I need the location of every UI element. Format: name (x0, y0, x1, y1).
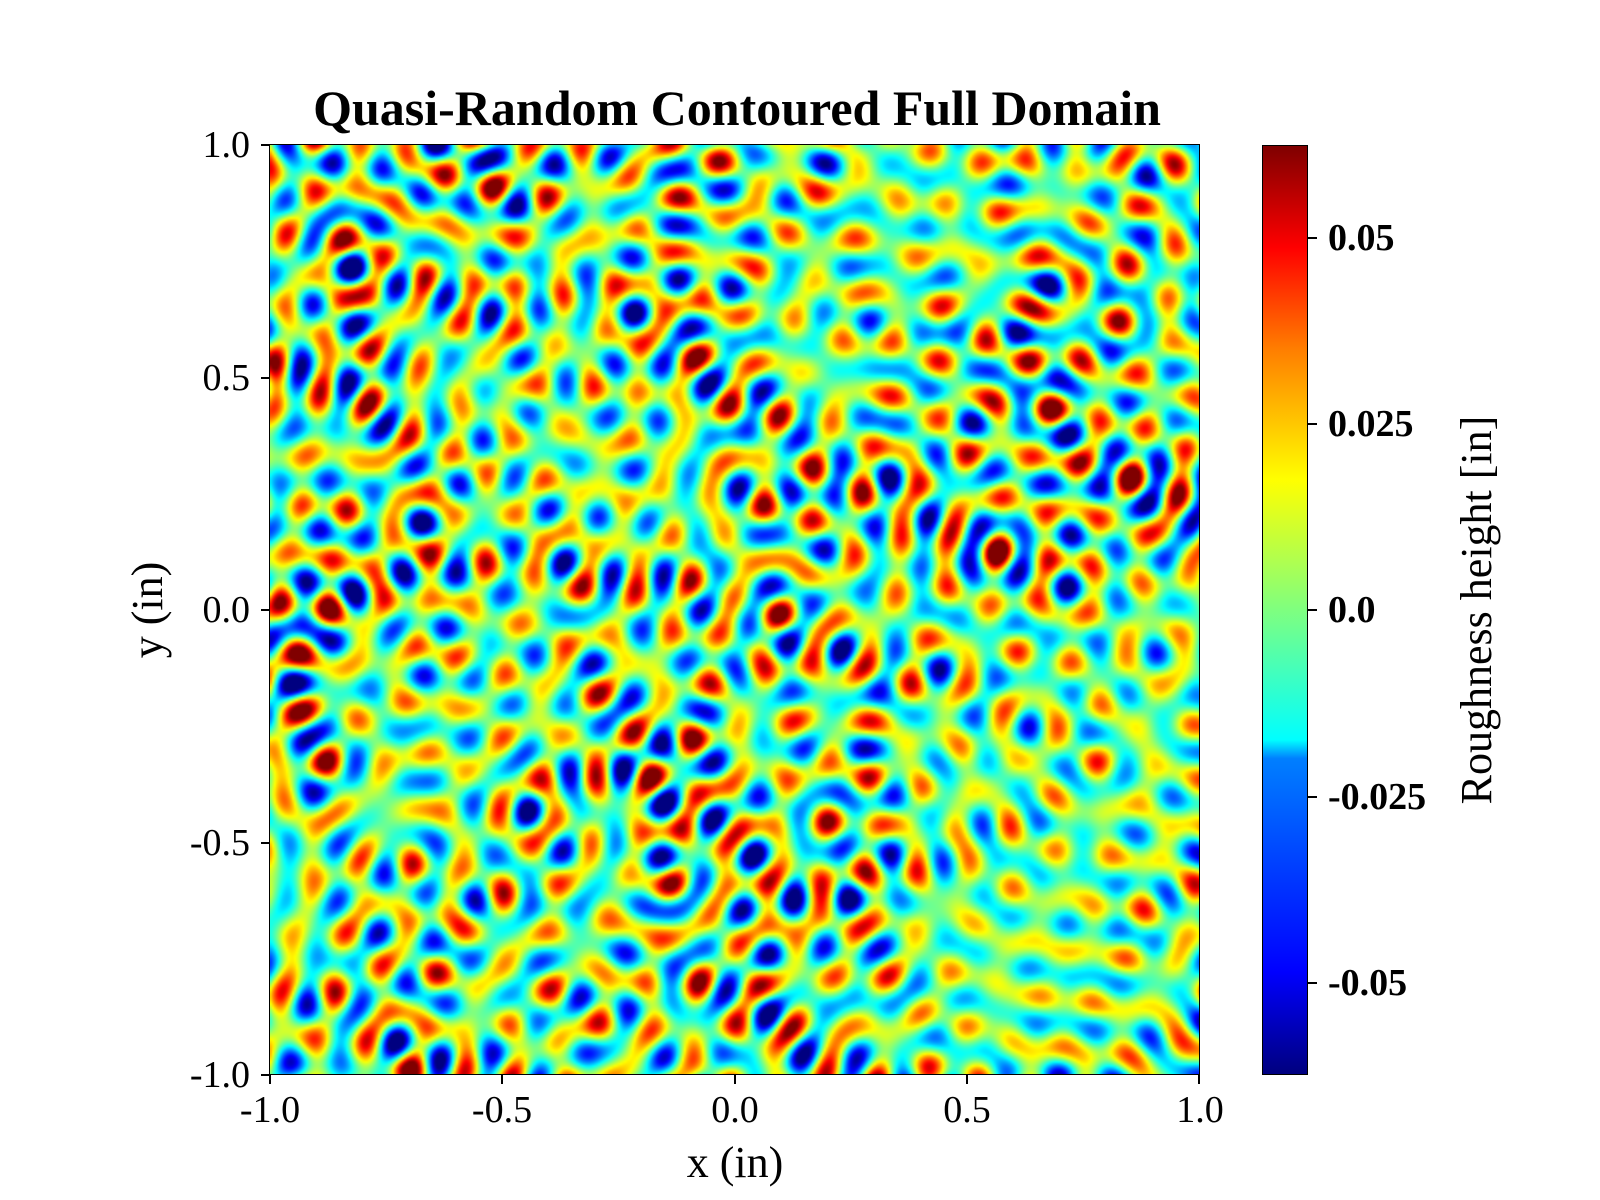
colorbar (1262, 145, 1308, 1075)
colorbar-tick-mark (1308, 237, 1317, 239)
y-tick-mark (261, 377, 270, 379)
y-axis-label: y (in) (123, 561, 172, 659)
colorbar-tick-label: 0.05 (1328, 217, 1395, 259)
colorbar-tick-label: 0.025 (1328, 403, 1414, 445)
y-tick-mark (261, 609, 270, 611)
colorbar-tick-mark (1308, 982, 1317, 984)
x-tick-mark (501, 1075, 503, 1084)
x-tick-label: -0.5 (471, 1089, 533, 1131)
x-tick-label: 1.0 (1176, 1089, 1224, 1131)
y-tick-label: -1.0 (189, 1054, 250, 1096)
y-tick-mark (261, 144, 270, 146)
colorbar-tick-mark (1308, 423, 1317, 425)
colorbar-tick-label: 0.0 (1328, 589, 1376, 631)
heatmap-plot-area (270, 145, 1200, 1075)
x-tick-mark (734, 1075, 736, 1084)
colorbar-tick-label: -0.05 (1328, 962, 1408, 1004)
chart-title: Quasi-Random Contoured Full Domain (313, 80, 1161, 136)
colorbar-label: Roughness height [in] (1452, 415, 1501, 805)
y-tick-label: 0.5 (202, 357, 251, 399)
y-tick-label: -0.5 (189, 822, 250, 864)
colorbar-tick-mark (1308, 796, 1317, 798)
colorbar-tick-mark (1308, 609, 1317, 611)
x-tick-mark (269, 1075, 271, 1084)
y-tick-label: 1.0 (202, 124, 251, 166)
y-tick-mark (261, 842, 270, 844)
x-tick-label: -1.0 (239, 1089, 301, 1131)
x-tick-label: 0.0 (711, 1089, 759, 1131)
y-tick-mark (261, 1074, 270, 1076)
x-tick-label: 0.5 (943, 1089, 991, 1131)
x-tick-mark (1198, 1075, 1200, 1084)
colorbar-tick-label: -0.025 (1328, 776, 1427, 818)
x-axis-label: x (in) (686, 1138, 784, 1187)
y-tick-label: 0.0 (202, 589, 251, 631)
x-tick-mark (966, 1075, 968, 1084)
